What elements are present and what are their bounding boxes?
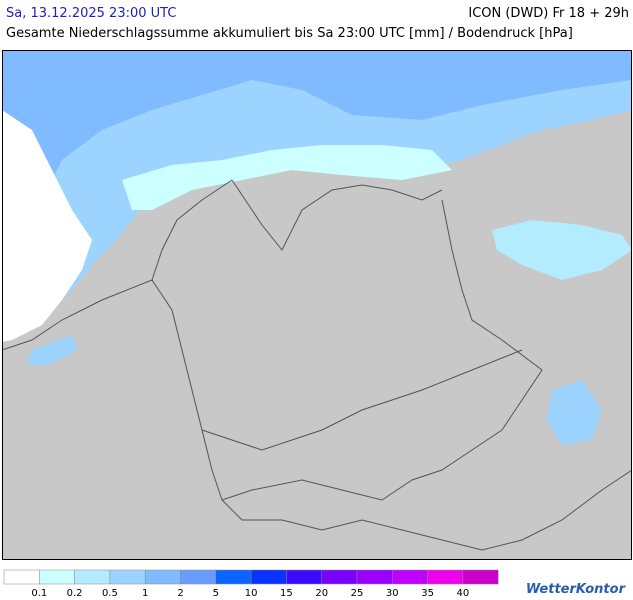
legend-swatch [180,569,217,585]
legend-label: 30 [386,588,399,599]
legend-swatch [392,569,428,585]
legend-swatch [250,569,287,585]
legend-label: 0.2 [67,588,83,599]
legend-label: 1 [142,588,148,599]
legend-swatch [356,569,393,585]
map [2,50,632,560]
legend-label: 5 [213,588,219,599]
legend-swatch [462,569,499,585]
legend-label: 0.5 [102,588,118,599]
model-run: ICON (DWD) Fr 18 + 29h [468,6,629,21]
sea-precip [2,50,632,340]
legend-label: 0.1 [31,588,47,599]
borders [2,179,632,551]
precip-southeast [547,380,602,445]
legend-swatch [109,569,146,585]
legend-label: 20 [315,588,328,599]
logo: WetterKontor [525,582,625,597]
legend-swatch [144,569,181,585]
subtitle: Gesamte Niederschlagssumme akkumuliert b… [6,26,573,41]
legend-swatch [215,569,252,585]
legend-swatch [3,569,40,585]
legend-label: 25 [351,588,364,599]
legend-swatch [321,569,358,585]
legend-label: 10 [245,588,258,599]
legend: 0.1 0.2 0.5 1 2 5 10 15 20 25 30 35 40 [3,569,499,599]
legend-label: 2 [177,588,183,599]
legend-swatch [427,569,464,585]
legend-label: 15 [280,588,293,599]
map-frame [2,50,632,560]
valid-time: Sa, 13.12.2025 23:00 UTC [6,6,177,21]
legend-label: 40 [457,588,470,599]
precip-light [122,145,452,210]
legend-swatch [74,569,111,585]
legend-swatch [39,569,75,585]
legend-label: 35 [421,588,434,599]
precip-east [492,220,632,280]
legend-swatch [286,569,322,585]
precip-white [2,110,92,342]
precip-2 [2,50,632,280]
precip-west [27,335,77,365]
